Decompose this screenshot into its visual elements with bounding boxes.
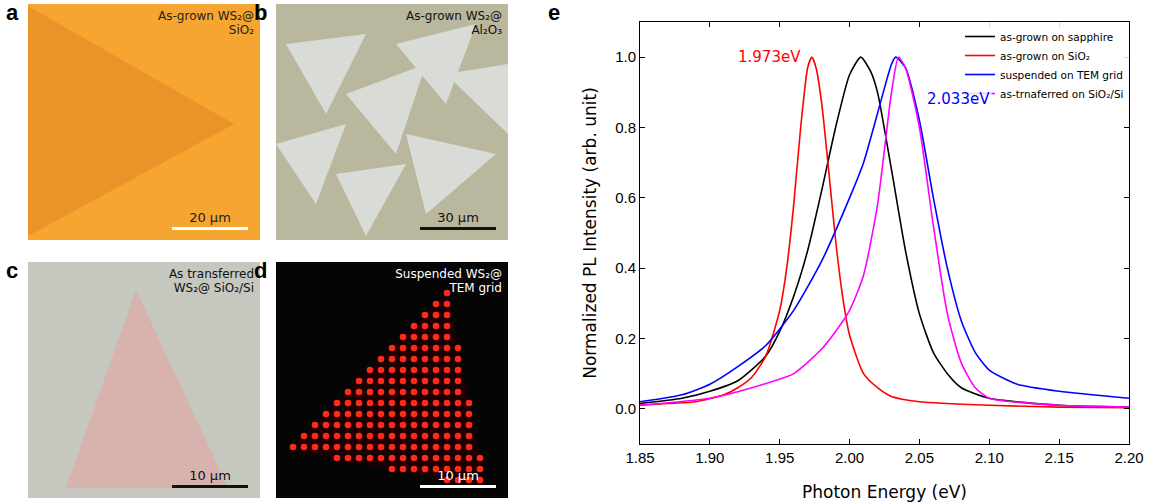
svg-text:2.00: 2.00 (835, 449, 864, 466)
html-text:e: e (548, 0, 561, 25)
svg-text:as-grown on SiO₂: as-grown on SiO₂ (1000, 50, 1090, 62)
svg-text:0.6: 0.6 (615, 189, 636, 206)
html-text:b: b (254, 0, 268, 25)
html-text:c: c (6, 258, 19, 283)
svg-text:2.20: 2.20 (1114, 449, 1143, 466)
html-text:10 µm: 10 µm (437, 468, 479, 483)
svg-text:Normalized PL Intensity (arb.: Normalized PL Intensity (arb. unit) (580, 87, 600, 379)
html-text:20 µm: 20 µm (189, 210, 231, 225)
html-text:30 µm: 30 µm (437, 210, 479, 225)
svg-text:1.0: 1.0 (615, 48, 636, 65)
svg-text:0.2: 0.2 (615, 330, 636, 347)
svg-text:1.95: 1.95 (765, 449, 794, 466)
svg-text:2.05: 2.05 (905, 449, 934, 466)
svg-text:2.033eV: 2.033eV (927, 90, 990, 108)
html-text:As-grown WS₂@ SiO₂: As-grown WS₂@ SiO₂ (158, 9, 254, 37)
svg-text:2.15: 2.15 (1045, 449, 1074, 466)
svg-text:as-trnaferred on SiO₂/Si: as-trnaferred on SiO₂/Si (1000, 88, 1123, 100)
svg-text:1.973eV: 1.973eV (738, 48, 801, 66)
svg-text:as-grown on sapphire: as-grown on sapphire (1000, 31, 1113, 43)
html-text:d: d (254, 258, 268, 283)
svg-text:0.0: 0.0 (615, 400, 636, 417)
svg-text:0.4: 0.4 (615, 259, 636, 276)
html-text:a: a (6, 0, 19, 25)
svg-text:0.8: 0.8 (615, 119, 636, 136)
html-text:10 µm: 10 µm (189, 468, 231, 483)
svg-text:2.10: 2.10 (975, 449, 1004, 466)
svg-text:1.85: 1.85 (625, 449, 654, 466)
html-text:As transferred WS₂@ SiO₂/Si: As transferred WS₂@ SiO₂/Si (168, 267, 254, 295)
html-text:Suspended WS₂@ TEM grid: Suspended WS₂@ TEM grid (395, 267, 502, 295)
svg-text:suspended on TEM grid: suspended on TEM grid (1000, 69, 1123, 81)
svg-text:Photon Energy (eV): Photon Energy (eV) (802, 482, 967, 502)
html-text:As-grown WS₂@ Al₂O₃: As-grown WS₂@ Al₂O₃ (406, 9, 502, 37)
svg-text:1.90: 1.90 (695, 449, 724, 466)
